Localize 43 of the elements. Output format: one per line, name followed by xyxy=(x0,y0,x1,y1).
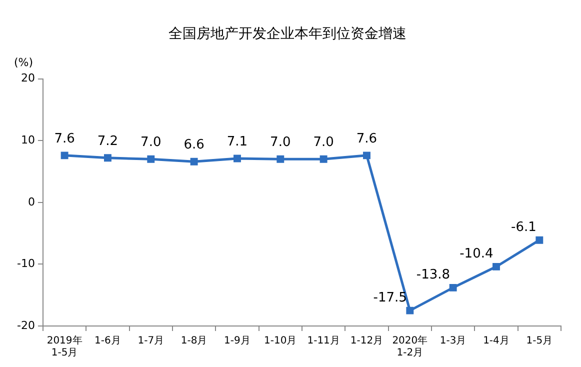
point xyxy=(234,154,241,162)
y-tick-label: 10 xyxy=(20,133,35,146)
data-label: -17.5 xyxy=(373,290,407,306)
x-tick-label: 1-4月 xyxy=(483,336,510,347)
data-label: 7.0 xyxy=(140,135,162,150)
data-label: 7.2 xyxy=(97,134,118,149)
y-tick-label: 0 xyxy=(28,195,35,208)
y-tick-label: 20 xyxy=(20,72,35,85)
x-tick-label: 1-10月 xyxy=(264,336,297,347)
y-axis-title: (%) xyxy=(14,56,34,70)
x-tick-label: 1-8月 xyxy=(180,336,208,347)
x-tick-label: 1-11月 xyxy=(307,336,340,347)
point xyxy=(492,262,500,270)
data-label: -10.4 xyxy=(460,246,494,262)
point xyxy=(276,155,284,163)
x-tick-label: 2020年 1-2月 xyxy=(392,334,428,359)
y-tick-label: -10 xyxy=(17,257,35,270)
y-tick-label: -20 xyxy=(17,318,35,332)
x-tick-label: 2019年 1-5月 xyxy=(46,334,82,359)
point xyxy=(536,236,544,244)
point xyxy=(147,155,155,163)
data-label: -6.1 xyxy=(511,220,536,235)
point xyxy=(449,284,457,292)
x-tick-label: 1-12月 xyxy=(350,336,384,347)
x-tick-label: 1-9月 xyxy=(224,336,250,347)
data-label: 7.6 xyxy=(356,131,378,146)
data-label: 6.6 xyxy=(184,137,204,152)
x-tick-label: 1-7月 xyxy=(138,336,164,347)
point xyxy=(363,152,370,160)
point xyxy=(60,152,68,160)
x-tick-label: 1-5月 xyxy=(526,336,553,347)
point xyxy=(406,306,414,314)
chart-title: 全国房地产开发企业本年到位资金增速 xyxy=(168,26,406,42)
x-tick-label: 1-3月 xyxy=(440,336,466,347)
point xyxy=(104,154,112,162)
data-label: 7.6 xyxy=(54,131,75,146)
data-label: 7.1 xyxy=(226,134,248,150)
data-label: 7.0 xyxy=(313,135,334,150)
x-tick-label: 1-6月 xyxy=(94,336,121,347)
data-label: 7.0 xyxy=(270,135,291,150)
point xyxy=(190,158,198,166)
data-label: -13.8 xyxy=(416,268,450,283)
point xyxy=(320,155,328,163)
